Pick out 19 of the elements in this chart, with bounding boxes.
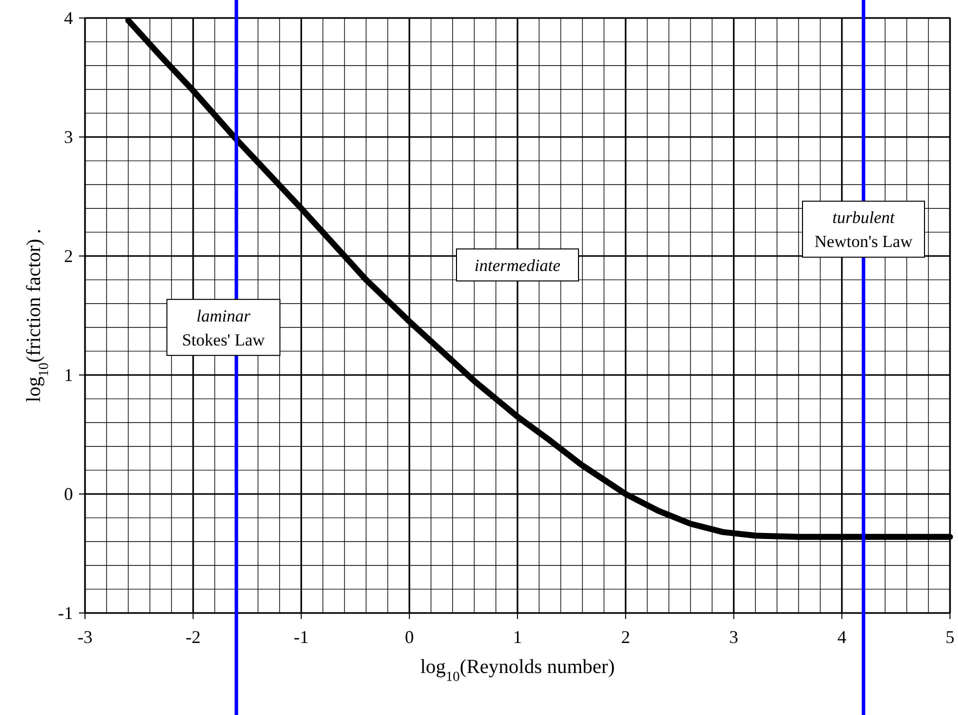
x-tick-label: 3 xyxy=(729,627,738,647)
x-tick-label: -1 xyxy=(294,627,309,647)
x-tick-label: 0 xyxy=(404,627,414,647)
x-tick-label: 4 xyxy=(837,627,846,647)
y-tick-label: 4 xyxy=(64,8,73,28)
x-tick-label: 1 xyxy=(513,627,522,647)
y-tick-label: 1 xyxy=(64,365,73,385)
x-tick-label: -3 xyxy=(78,627,92,647)
y-tick-label: 2 xyxy=(64,246,73,266)
y-tick-label: 0 xyxy=(64,484,73,504)
annotation: laminar Stokes' Law xyxy=(182,306,266,350)
annotation: turbulent Newton's Law xyxy=(814,208,914,252)
annotation: intermediate xyxy=(474,256,561,275)
x-tick-label: 5 xyxy=(946,627,954,647)
y-tick-label: -1 xyxy=(58,603,73,623)
x-tick-label: -2 xyxy=(186,627,201,647)
x-tick-label: 2 xyxy=(621,627,630,647)
x-axis-title: log$_{10}$(Reynolds number) xyxy=(420,656,615,684)
y-tick-label: 3 xyxy=(64,127,73,147)
